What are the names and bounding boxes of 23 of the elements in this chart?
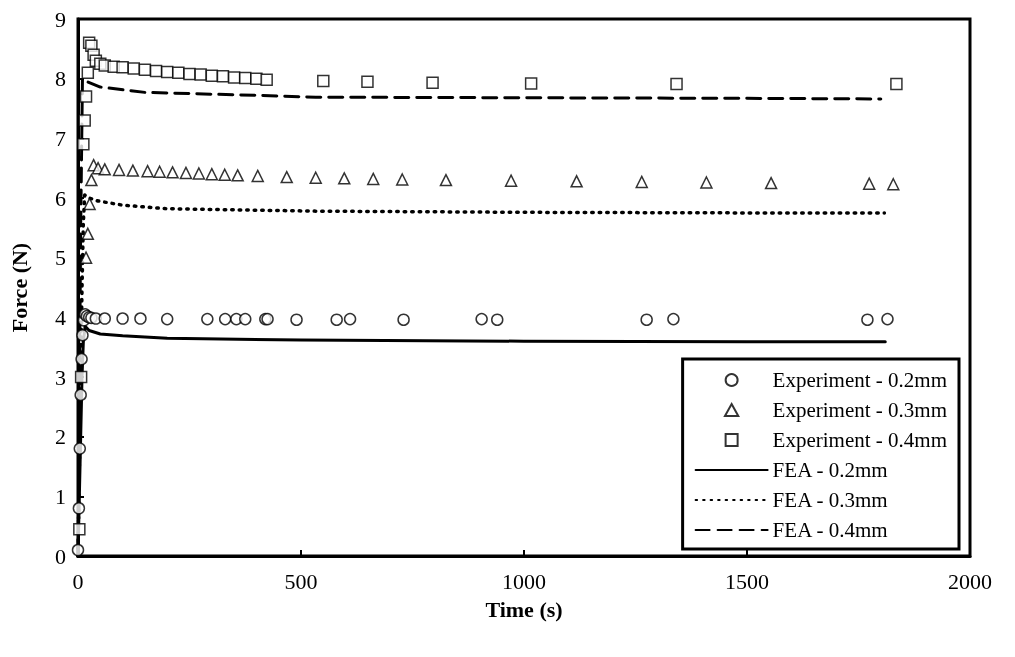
y-tick-label: 8 <box>55 66 66 92</box>
y-tick-label: 1 <box>55 483 66 509</box>
legend-label: FEA - 0.3mm <box>772 488 888 512</box>
x-tick-label: 0 <box>72 568 84 594</box>
y-tick-label: 0 <box>55 543 66 569</box>
legend-label: FEA - 0.2mm <box>772 458 888 482</box>
legend-label: Experiment - 0.2mm <box>772 368 948 392</box>
y-axis-title: Force (N) <box>6 242 32 333</box>
legend-label: Experiment - 0.4mm <box>772 428 948 452</box>
y-tick-label: 3 <box>55 364 66 390</box>
x-tick-label: 1500 <box>725 568 769 594</box>
y-tick-label: 7 <box>55 125 66 151</box>
x-tick-label: 2000 <box>948 568 992 594</box>
legend-label: Experiment - 0.3mm <box>772 398 948 422</box>
y-tick-label: 2 <box>55 424 66 450</box>
y-tick-label: 9 <box>55 6 66 32</box>
x-axis-title: Time (s) <box>485 596 563 622</box>
x-tick-label: 1000 <box>502 568 546 594</box>
y-tick-label: 4 <box>55 304 66 330</box>
legend-label: FEA - 0.4mm <box>772 518 888 542</box>
y-tick-label: 6 <box>55 185 66 211</box>
x-tick-label: 500 <box>284 568 318 594</box>
y-tick-label: 5 <box>55 245 66 271</box>
